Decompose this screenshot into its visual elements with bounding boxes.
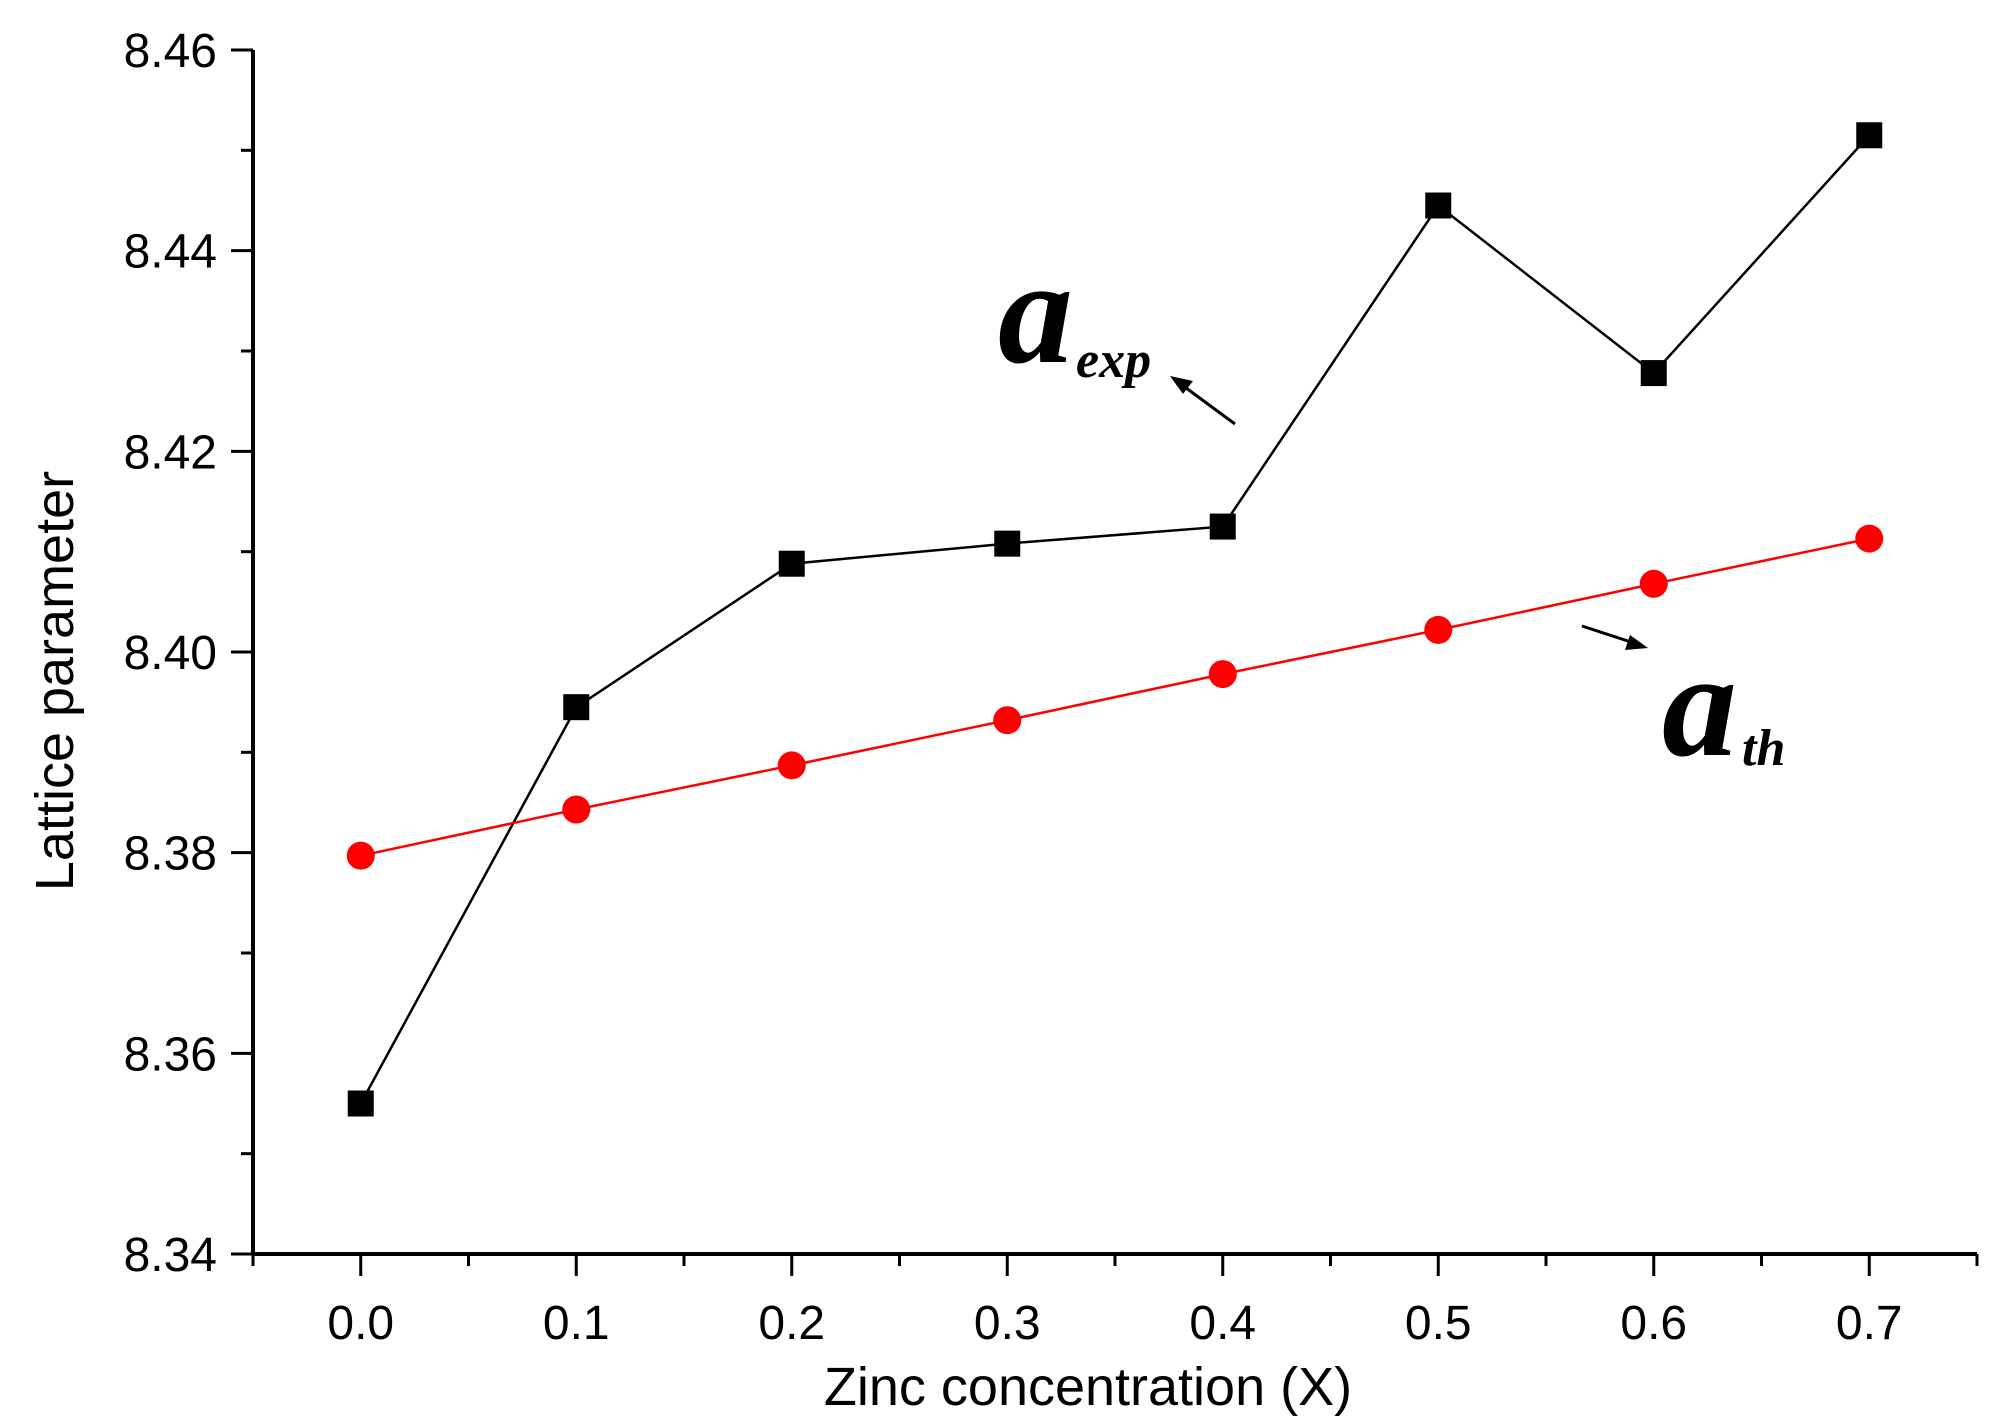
data-point-a_exp: [1640, 360, 1667, 387]
axes: 8.34 8.36 8.38 8.40 8.42 8.44 8.46 0.0 0.1 0.2 0.3…: [124, 25, 1979, 1350]
data-point-a_th: [1855, 524, 1884, 553]
data-point-a_exp: [1425, 192, 1452, 219]
a-th-label-main: a: [1662, 622, 1737, 788]
data-point-a_exp: [994, 530, 1021, 557]
y-tick-label: 8.34: [124, 1229, 217, 1282]
y-tick-label: 8.42: [124, 426, 217, 479]
x-axis-title: Zinc concentration (X): [824, 1357, 1352, 1417]
x-tick-label: 0.2: [758, 1297, 825, 1350]
series-layer: [346, 122, 1884, 1117]
data-point-a_exp: [1856, 122, 1883, 149]
a-th-arrow: [1581, 624, 1635, 645]
series-a_th: [346, 524, 1884, 870]
data-point-a_exp: [563, 694, 590, 721]
data-point-a_th: [993, 706, 1022, 735]
y-tick-label: 8.36: [124, 1028, 217, 1081]
a-th-arrowhead: [1625, 635, 1648, 650]
a-exp-label-main: a: [998, 229, 1073, 395]
a-exp-label-sub: exp: [1076, 332, 1151, 389]
y-axis-title: Lattice parameter: [25, 471, 85, 891]
data-point-a_th: [1424, 615, 1453, 644]
x-tick-label: 0.6: [1620, 1297, 1687, 1350]
x-tick-label: 0.0: [327, 1297, 394, 1350]
annotation-layer: a exp a th: [998, 229, 1785, 788]
y-tick-label: 8.46: [124, 25, 217, 78]
x-tick-label: 0.1: [543, 1297, 610, 1350]
a-exp-arrowhead: [1170, 376, 1193, 394]
data-point-a_exp: [347, 1090, 374, 1117]
series-line-a_th: [360, 537, 1870, 857]
series-a_exp: [347, 122, 1883, 1117]
data-point-a_th: [562, 795, 591, 824]
data-point-a_th: [1208, 660, 1237, 689]
x-tick-label: 0.3: [974, 1297, 1041, 1350]
series-line-a_exp: [359, 134, 1871, 1105]
a-th-label-sub: th: [1742, 720, 1785, 777]
y-tick-label: 8.44: [124, 226, 217, 279]
x-tick-label: 0.5: [1405, 1297, 1472, 1350]
a-exp-arrow: [1181, 383, 1236, 426]
data-point-a_th: [777, 751, 806, 780]
data-point-a_exp: [1209, 513, 1236, 540]
x-tick-label: 0.7: [1836, 1297, 1903, 1350]
y-tick-label: 8.40: [124, 627, 217, 680]
data-point-a_exp: [778, 550, 805, 577]
y-tick-label: 8.38: [124, 828, 217, 881]
data-point-a_th: [1639, 569, 1668, 598]
data-point-a_th: [346, 841, 375, 870]
x-tick-label: 0.4: [1189, 1297, 1256, 1350]
